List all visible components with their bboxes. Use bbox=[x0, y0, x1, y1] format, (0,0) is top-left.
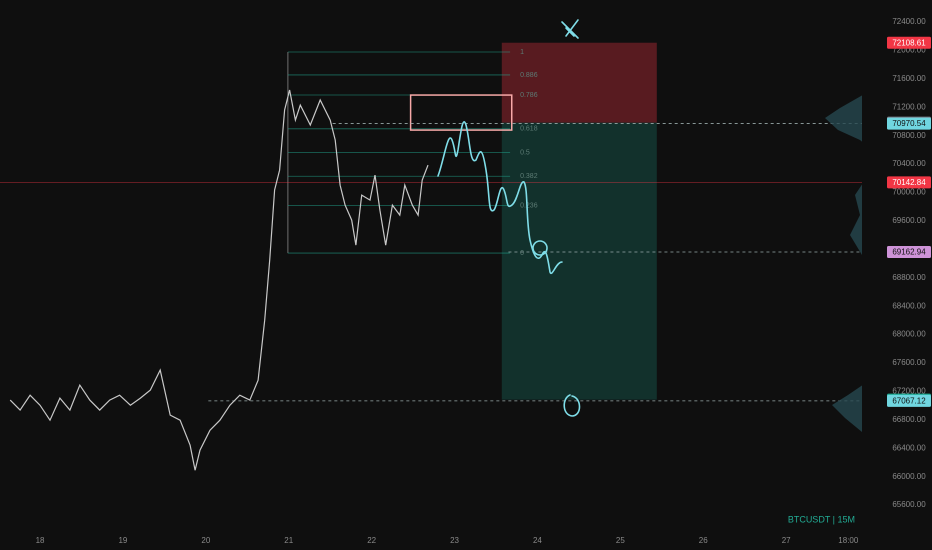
price-tag: 70970.54 bbox=[892, 119, 926, 128]
x-mark bbox=[561, 19, 579, 39]
y-tick-label: 70400.00 bbox=[892, 159, 926, 168]
x-tick-label: 27 bbox=[782, 536, 791, 545]
price-tag: 70142.84 bbox=[892, 178, 926, 187]
fib-label: 0.786 bbox=[520, 92, 538, 99]
y-tick-label: 67200.00 bbox=[892, 387, 926, 396]
x-tick-label: 21 bbox=[284, 536, 293, 545]
y-tick-label: 67600.00 bbox=[892, 358, 926, 367]
fib-label: 0.382 bbox=[520, 173, 538, 180]
watermark: BTCUSDT | 15M bbox=[788, 514, 855, 524]
o-mark bbox=[563, 394, 581, 417]
fib-label: 0.236 bbox=[520, 202, 538, 209]
fib-label: 0.886 bbox=[520, 72, 538, 79]
stop-zone bbox=[501, 42, 657, 123]
y-tick-label: 68000.00 bbox=[892, 330, 926, 339]
projected-path bbox=[437, 121, 563, 275]
price-tag-box bbox=[887, 176, 931, 189]
y-tick-label: 68800.00 bbox=[892, 273, 926, 282]
hand-drawing bbox=[437, 19, 581, 417]
y-tick-label: 70800.00 bbox=[892, 131, 926, 140]
y-tick-label: 68400.00 bbox=[892, 301, 926, 310]
y-tick-label: 66800.00 bbox=[892, 415, 926, 424]
y-tick-label: 69600.00 bbox=[892, 216, 926, 225]
y-tick-label: 66400.00 bbox=[892, 443, 926, 452]
y-tick-label: 71600.00 bbox=[892, 74, 926, 83]
fib-label: 0.5 bbox=[520, 149, 530, 156]
price-tag-box bbox=[887, 394, 931, 407]
x-tick-label: 23 bbox=[450, 536, 459, 545]
x-tick-label: 22 bbox=[367, 536, 376, 545]
circle-mark bbox=[532, 240, 548, 256]
y-tick-label: 70000.00 bbox=[892, 188, 926, 197]
fib-label: 1 bbox=[520, 49, 524, 56]
y-tick-label: 71200.00 bbox=[892, 102, 926, 111]
fib-label: 0.618 bbox=[520, 126, 538, 133]
price-axis bbox=[862, 0, 932, 550]
x-tick-label: 20 bbox=[201, 536, 210, 545]
target-zone bbox=[501, 122, 657, 400]
price-tag: 69162.94 bbox=[892, 248, 926, 257]
x-tick-label: 18:00 bbox=[838, 536, 859, 545]
price-tag-box bbox=[887, 36, 931, 49]
price-tag-box bbox=[887, 246, 931, 259]
x-tick-label: 18 bbox=[36, 536, 45, 545]
price-tag: 72108.61 bbox=[892, 38, 926, 47]
x-tick-label: 19 bbox=[118, 536, 127, 545]
y-tick-label: 72000.00 bbox=[892, 46, 926, 55]
price-tag-box bbox=[887, 117, 931, 130]
fib-label: 0 bbox=[520, 250, 524, 257]
y-tick-label: 65600.00 bbox=[892, 500, 926, 509]
x-tick-label: 24 bbox=[533, 536, 542, 545]
x-tick-label: 25 bbox=[616, 536, 625, 545]
price-tag: 67067.12 bbox=[892, 397, 926, 406]
x-tick-label: 26 bbox=[699, 536, 708, 545]
y-tick-label: 72400.00 bbox=[892, 17, 926, 26]
y-tick-label: 66000.00 bbox=[892, 472, 926, 481]
price-line-series bbox=[9, 89, 429, 471]
time-axis bbox=[0, 530, 932, 550]
